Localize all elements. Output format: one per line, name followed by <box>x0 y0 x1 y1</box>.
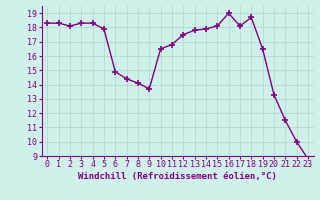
X-axis label: Windchill (Refroidissement éolien,°C): Windchill (Refroidissement éolien,°C) <box>78 172 277 181</box>
